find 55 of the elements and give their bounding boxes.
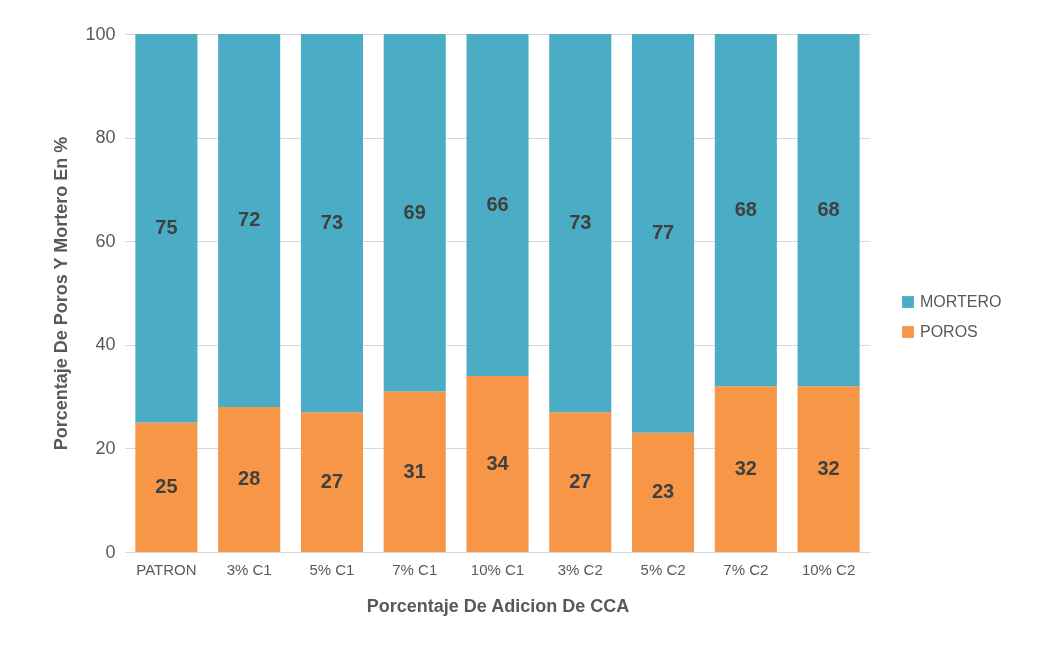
bar (218, 406, 281, 552)
data-label: 25 (155, 475, 178, 498)
y-axis-title: Porcentaje De Poros Y Mortero En % (51, 136, 72, 451)
x-tick-label: 7% C1 (392, 560, 438, 578)
bar (714, 34, 777, 387)
bar (300, 34, 363, 413)
data-label: 77 (651, 221, 675, 244)
bar (135, 34, 198, 423)
bar (549, 412, 612, 552)
x-tick-label: 5% C2 (640, 560, 686, 578)
bar (135, 422, 198, 552)
bar (714, 386, 777, 552)
data-label: 68 (817, 198, 840, 221)
x-axis-title: Porcentaje De Adicion De CCA (366, 595, 630, 616)
bar (383, 34, 446, 392)
bar (466, 375, 529, 552)
data-label: 69 (403, 200, 426, 223)
y-tick-label: 20 (95, 437, 116, 458)
data-label: 72 (238, 208, 261, 231)
x-tick-label: 5% C1 (309, 560, 355, 578)
data-label: 27 (320, 470, 344, 493)
y-tick-label: 0 (105, 541, 116, 562)
bar (383, 391, 446, 552)
y-tick-label: 40 (95, 334, 116, 355)
bar (549, 34, 612, 413)
data-label: 31 (403, 459, 426, 482)
bar (300, 412, 363, 552)
bar (632, 34, 695, 433)
bar (632, 432, 695, 552)
x-tick-label: 3% C2 (557, 560, 603, 578)
y-tick-label: 60 (95, 230, 116, 251)
x-tick-label: 10% C1 (470, 560, 525, 578)
bar (466, 34, 529, 376)
y-tick-label: 80 (95, 127, 116, 148)
bar (797, 34, 860, 387)
bar (797, 386, 860, 552)
x-tick-label: 7% C2 (723, 560, 769, 578)
data-label: 23 (651, 480, 675, 503)
data-label: 75 (155, 216, 178, 239)
bar (218, 34, 281, 407)
data-label: 27 (569, 470, 592, 493)
data-label: 28 (238, 467, 261, 490)
data-label: 32 (734, 457, 757, 480)
data-label: 32 (817, 457, 840, 480)
data-label: 73 (320, 211, 344, 234)
data-label: 73 (569, 211, 592, 234)
data-label: 34 (486, 451, 510, 474)
data-label: 66 (486, 192, 509, 215)
y-tick-label: 100 (85, 23, 116, 44)
x-tick-label: 3% C1 (226, 560, 272, 578)
x-tick-label: 10% C2 (801, 560, 856, 578)
legend-label: POROS (920, 323, 978, 340)
legend-label: MORTERO (920, 293, 1002, 310)
x-tick-label: PATRON (136, 560, 197, 578)
data-label: 68 (734, 198, 757, 221)
